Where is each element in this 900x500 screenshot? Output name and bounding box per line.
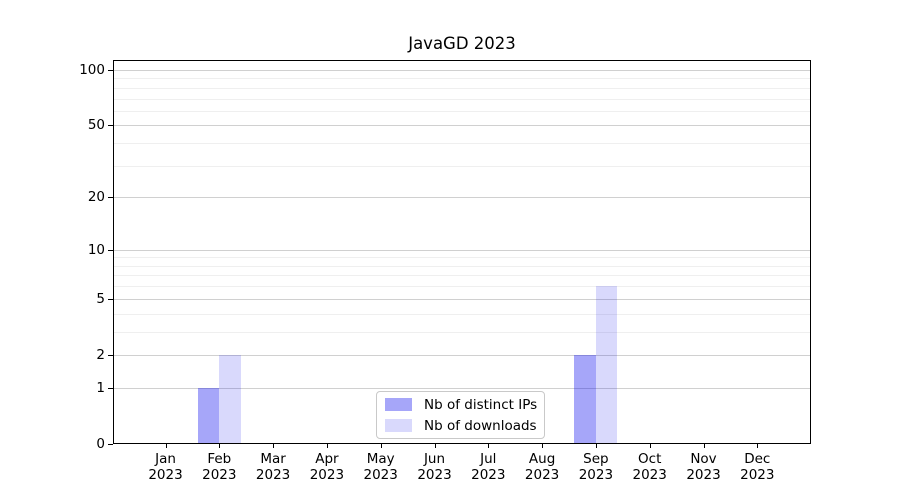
legend-item-distinct-ips: Nb of distinct IPs <box>385 398 544 412</box>
x-tick-mark <box>434 444 436 448</box>
y-tick-mark <box>108 125 113 126</box>
x-axis-tick-label-line: Dec <box>744 451 771 467</box>
x-axis-tick-label: Dec 2023 <box>722 451 792 483</box>
x-axis-tick-label-line: Aug <box>528 451 556 467</box>
x-axis-tick-label-line: 2023 <box>471 467 506 483</box>
bar-downloads-sep <box>595 286 618 443</box>
x-tick-mark <box>649 444 651 448</box>
gridline-major <box>114 355 810 356</box>
y-axis-tick-label: 1 <box>96 379 105 396</box>
y-tick-mark <box>108 70 113 71</box>
x-axis-tick-label-line: May <box>366 451 395 467</box>
x-axis-tick-label-line: Jul <box>480 451 497 467</box>
legend-label-downloads: Nb of downloads <box>424 417 537 434</box>
bar-downloads-feb <box>219 354 241 443</box>
gridline-minor <box>114 314 810 315</box>
x-axis-tick-label: Jun 2023 <box>400 451 470 483</box>
x-tick-mark <box>380 444 382 448</box>
x-axis-tick-label-line: Jun <box>423 451 446 467</box>
x-axis-tick-label: Mar 2023 <box>238 451 308 483</box>
x-axis-tick-label-line: 2023 <box>578 467 614 483</box>
y-axis-tick-label: 10 <box>87 241 105 258</box>
x-axis-tick-label-line: 2023 <box>686 467 721 483</box>
x-tick-mark <box>326 444 328 448</box>
gridline-major <box>114 299 810 300</box>
y-axis-tick-label: 2 <box>96 346 105 363</box>
x-axis-tick-label-line: 2023 <box>632 467 667 483</box>
y-tick-mark <box>108 250 113 251</box>
x-tick-mark <box>488 444 490 448</box>
x-axis-tick-label-line: 2023 <box>524 467 560 483</box>
bar-distinct-ips-feb <box>197 387 220 443</box>
gridline-minor <box>114 286 810 287</box>
x-tick-mark <box>219 444 221 448</box>
legend-label-distinct-ips: Nb of distinct IPs <box>424 396 538 413</box>
gridline-minor <box>114 99 810 100</box>
gridline-minor <box>114 266 810 267</box>
x-tick-mark <box>757 444 759 448</box>
y-tick-mark <box>108 299 113 300</box>
gridline-minor <box>114 143 810 144</box>
gridline-minor <box>114 332 810 333</box>
y-axis-tick-label: 5 <box>96 290 105 307</box>
x-tick-mark <box>542 444 544 448</box>
gridline-minor <box>114 111 810 112</box>
legend-swatch-downloads <box>385 419 412 432</box>
gridline-major <box>114 197 810 198</box>
legend: Nb of distinct IPs Nb of downloads <box>376 391 545 439</box>
x-axis-tick-label-line: Sep <box>583 451 609 467</box>
gridline-minor <box>114 166 810 167</box>
x-axis-tick-label-line: Mar <box>260 451 286 467</box>
x-axis-tick-label-line: 2023 <box>255 467 291 483</box>
y-axis-tick-label: 20 <box>87 189 105 206</box>
x-axis-tick-label-line: Oct <box>638 451 662 467</box>
x-axis-tick-label: Aug 2023 <box>507 451 577 483</box>
x-axis-tick-label: Nov 2023 <box>669 451 739 483</box>
y-tick-mark <box>108 355 113 356</box>
chart-title: JavaGD 2023 <box>408 34 516 53</box>
x-axis-tick-label: Feb 2023 <box>184 451 254 483</box>
bar-distinct-ips-sep <box>574 354 596 443</box>
gridline-major <box>114 125 810 126</box>
x-axis-tick-label-line: 2023 <box>363 467 398 483</box>
x-tick-mark <box>273 444 275 448</box>
x-axis-tick-label-line: 2023 <box>417 467 452 483</box>
legend-item-downloads: Nb of downloads <box>385 419 544 433</box>
gridline-major <box>114 250 810 251</box>
x-axis-tick-label: Sep 2023 <box>561 451 631 483</box>
x-axis-tick-label: Apr 2023 <box>292 451 362 483</box>
x-axis-tick-label: Jan 2023 <box>131 451 201 483</box>
y-axis-tick-label: 50 <box>87 117 105 134</box>
gridline-minor <box>114 257 810 258</box>
y-axis-tick-label: 100 <box>79 62 105 78</box>
x-tick-mark <box>595 444 597 448</box>
legend-swatch-distinct-ips <box>385 398 412 411</box>
x-axis-tick-label-line: 2023 <box>202 467 237 483</box>
x-axis-tick-label-line: 2023 <box>148 467 183 483</box>
gridline-minor <box>114 88 810 89</box>
gridline-major <box>114 70 810 71</box>
x-axis-tick-label-line: Apr <box>315 451 339 467</box>
x-axis-tick-label: Jul 2023 <box>453 451 523 483</box>
x-axis-tick-label-line: 2023 <box>309 467 345 483</box>
x-axis-tick-label-line: Nov <box>690 451 717 467</box>
x-axis-tick-label: May 2023 <box>346 451 416 483</box>
x-tick-mark <box>165 444 167 448</box>
x-axis-tick-label-line: Feb <box>207 451 232 467</box>
gridline-minor <box>114 275 810 276</box>
plot-area-border <box>113 60 811 444</box>
y-tick-mark <box>108 388 113 389</box>
y-tick-mark <box>108 197 113 198</box>
x-tick-mark <box>703 444 705 448</box>
gridline-minor <box>114 78 810 79</box>
x-axis-tick-label-line: 2023 <box>740 467 775 483</box>
x-axis-tick-label-line: Jan <box>155 451 176 467</box>
gridline-major <box>114 388 810 389</box>
y-tick-mark <box>108 444 113 445</box>
x-axis-tick-label: Oct 2023 <box>615 451 685 483</box>
y-axis-tick-label: 0 <box>96 436 105 452</box>
